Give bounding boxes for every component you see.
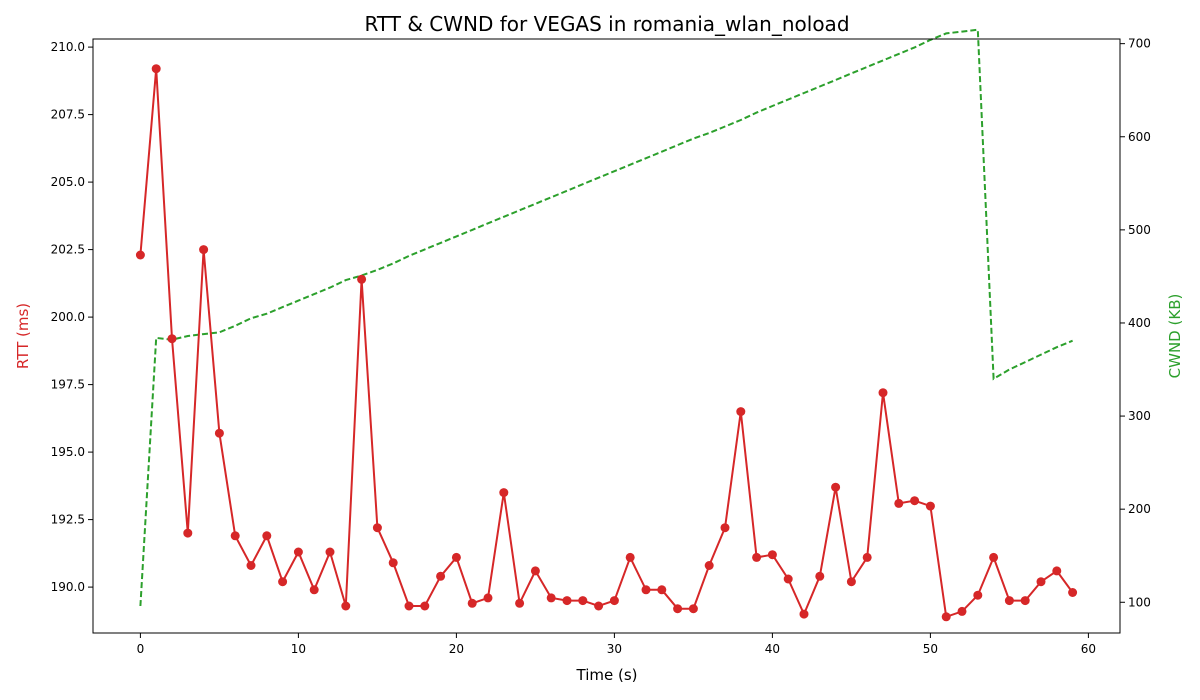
rtt-point	[1068, 588, 1078, 597]
rtt-point	[688, 604, 698, 614]
x-tick-label: 0	[137, 642, 145, 656]
rtt-point	[925, 501, 935, 511]
left-y-tick-label: 200.0	[51, 310, 85, 324]
rtt-point	[436, 571, 446, 581]
left-y-axis-label: RTT (ms)	[14, 303, 32, 369]
rtt-point	[894, 498, 904, 508]
rtt-point	[530, 566, 540, 576]
rtt-point	[910, 496, 920, 506]
rtt-point	[230, 531, 240, 541]
left-y-tick-label: 205.0	[51, 175, 85, 189]
rtt-point	[799, 609, 809, 619]
x-axis: 0 10 20 30 40 50 60	[137, 633, 1096, 656]
rtt-point	[815, 571, 825, 581]
right-y-axis-label: CWND (KB)	[1166, 294, 1184, 379]
x-axis-label: Time (s)	[576, 666, 638, 684]
rtt-point	[341, 601, 351, 611]
rtt-point	[878, 388, 888, 398]
left-y-tick-label: 210.0	[51, 40, 85, 54]
x-tick-label: 20	[449, 642, 464, 656]
rtt-point	[641, 585, 651, 595]
rtt-point	[941, 612, 951, 622]
rtt-point	[783, 574, 793, 584]
cwnd-series-line	[139, 28, 1073, 607]
rtt-point	[973, 590, 983, 600]
right-y-tick-label: 200	[1128, 502, 1151, 516]
rtt-point	[594, 601, 604, 611]
rtt-point	[1036, 577, 1046, 587]
rtt-point	[483, 593, 493, 603]
rtt-point	[278, 577, 288, 587]
rtt-point	[831, 482, 841, 492]
rtt-point	[499, 488, 509, 498]
rtt-point	[957, 606, 967, 616]
left-y-tick-label: 190.0	[51, 580, 85, 594]
rtt-point	[309, 585, 319, 595]
right-y-tick-label: 600	[1128, 130, 1151, 144]
rtt-point	[199, 245, 209, 255]
rtt-point	[562, 596, 572, 606]
rtt-point	[989, 552, 999, 562]
rtt-point	[404, 601, 414, 611]
rtt-point	[246, 561, 256, 570]
left-y-tick-label: 195.0	[51, 445, 85, 459]
x-tick-label: 60	[1081, 642, 1096, 656]
rtt-point	[420, 601, 430, 611]
rtt-point	[515, 598, 525, 608]
x-tick-label: 50	[923, 642, 938, 656]
rtt-series-line	[139, 68, 1074, 619]
rtt-point	[546, 593, 556, 603]
rtt-point	[625, 552, 635, 562]
rtt-point	[214, 428, 224, 438]
rtt-point	[862, 552, 872, 562]
left-y-tick-label: 192.5	[51, 513, 85, 527]
right-y-tick-label: 700	[1128, 37, 1151, 51]
plot-frame	[92, 38, 1121, 634]
right-y-tick-label: 400	[1128, 316, 1151, 330]
x-tick-label: 40	[765, 642, 780, 656]
rtt-point	[657, 585, 667, 595]
left-y-axis: 190.0 192.5 195.0 197.5 200.0 202.5 205.0 207.5…	[51, 40, 93, 594]
right-y-tick-label: 300	[1128, 409, 1151, 423]
rtt-point	[704, 561, 714, 570]
rtt-point	[1052, 566, 1062, 576]
rtt-point	[736, 407, 746, 417]
rtt-point	[467, 598, 477, 608]
rtt-point	[135, 250, 145, 260]
left-y-tick-label: 197.5	[51, 378, 85, 392]
x-tick-label: 10	[291, 642, 306, 656]
rtt-point	[767, 550, 777, 560]
rtt-point	[673, 604, 683, 614]
left-y-tick-label: 202.5	[51, 243, 85, 257]
left-y-tick-label: 207.5	[51, 108, 85, 122]
right-y-axis: 100 200 300 400 500 600 700	[1120, 37, 1151, 609]
rtt-point	[167, 334, 177, 344]
rtt-point	[357, 274, 367, 284]
rtt-point	[183, 528, 193, 538]
rtt-point	[293, 547, 303, 557]
rtt-point	[752, 552, 762, 562]
right-y-tick-label: 500	[1128, 223, 1151, 237]
rtt-point	[578, 596, 588, 606]
rtt-point	[846, 577, 856, 587]
rtt-point	[151, 64, 161, 74]
chart-title: RTT & CWND for VEGAS in romania_wlan_nol…	[364, 12, 849, 36]
rtt-point	[388, 558, 398, 568]
rtt-point	[1020, 596, 1030, 606]
rtt-point	[262, 531, 272, 541]
rtt-point	[372, 523, 382, 533]
rtt-point	[325, 547, 335, 557]
rtt-point	[1004, 596, 1014, 606]
x-tick-label: 30	[607, 642, 622, 656]
rtt-point	[720, 523, 730, 533]
rtt-point	[451, 552, 461, 562]
right-y-tick-label: 100	[1128, 595, 1151, 609]
plot-area	[135, 28, 1078, 622]
rtt-point	[609, 596, 619, 606]
